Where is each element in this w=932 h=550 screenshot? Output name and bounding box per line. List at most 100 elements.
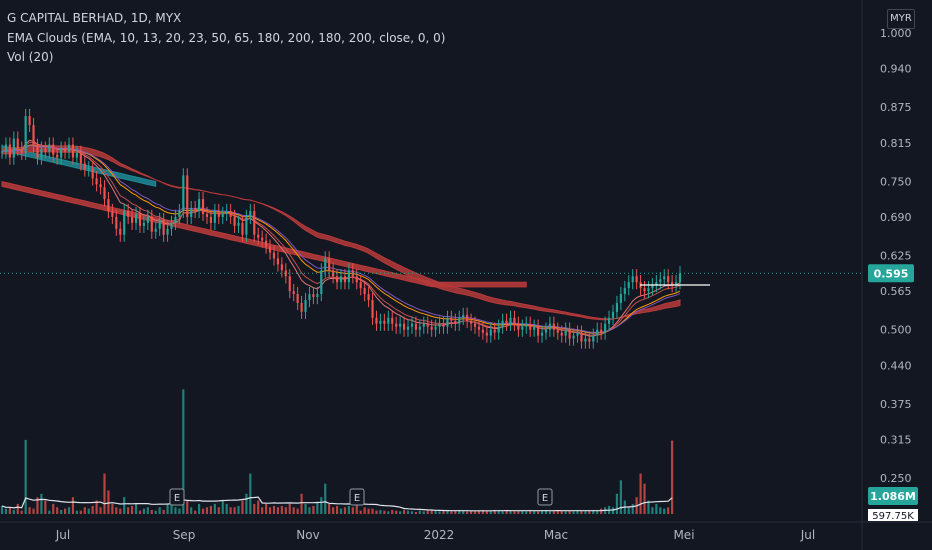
candle-body[interactable] bbox=[619, 294, 622, 303]
volume-bar[interactable] bbox=[79, 510, 82, 514]
volume-bar[interactable] bbox=[501, 511, 504, 514]
candle-body[interactable] bbox=[406, 326, 410, 330]
candle-body[interactable] bbox=[119, 228, 122, 235]
candle-body[interactable] bbox=[667, 276, 670, 283]
candle-body[interactable] bbox=[481, 329, 484, 333]
candle-body[interactable] bbox=[339, 276, 343, 283]
volume-bar[interactable] bbox=[410, 511, 414, 514]
volume-bar[interactable] bbox=[52, 503, 55, 514]
candle-body[interactable] bbox=[466, 314, 469, 321]
candle-body[interactable] bbox=[387, 317, 390, 324]
volume-bar[interactable] bbox=[119, 508, 122, 514]
candle-body[interactable] bbox=[257, 234, 260, 238]
candle-body[interactable] bbox=[414, 323, 417, 330]
volume-bar[interactable] bbox=[525, 511, 528, 514]
candle-body[interactable] bbox=[533, 326, 536, 330]
volume-bar[interactable] bbox=[111, 503, 114, 514]
candle-body[interactable] bbox=[446, 317, 449, 327]
volume-bar[interactable] bbox=[414, 511, 417, 514]
volume-bar[interactable] bbox=[190, 507, 193, 514]
volume-bar[interactable] bbox=[304, 503, 307, 514]
candle-body[interactable] bbox=[8, 144, 11, 158]
candle-body[interactable] bbox=[111, 211, 114, 217]
volume-bar[interactable] bbox=[229, 507, 232, 514]
volume-bar[interactable] bbox=[198, 503, 201, 514]
volume-bar[interactable] bbox=[60, 509, 63, 514]
volume-bar[interactable] bbox=[237, 505, 240, 514]
volume-bar[interactable] bbox=[320, 497, 323, 514]
candle-body[interactable] bbox=[107, 199, 110, 211]
candle-body[interactable] bbox=[600, 329, 603, 333]
volume-bar[interactable] bbox=[28, 507, 31, 514]
candle-body[interactable] bbox=[48, 144, 51, 152]
volume-bar[interactable] bbox=[497, 510, 500, 514]
volume-bar[interactable] bbox=[363, 507, 366, 514]
candle-body[interactable] bbox=[300, 302, 303, 312]
candle-body[interactable] bbox=[40, 148, 43, 158]
volume-bar[interactable] bbox=[379, 509, 382, 514]
candle-body[interactable] bbox=[217, 211, 220, 217]
candle-body[interactable] bbox=[134, 213, 138, 223]
candle-body[interactable] bbox=[367, 294, 370, 300]
volume-bar[interactable] bbox=[564, 511, 567, 514]
candle-body[interactable] bbox=[324, 258, 327, 271]
volume-bar[interactable] bbox=[4, 508, 8, 514]
candle-body[interactable] bbox=[237, 222, 240, 226]
volume-bar[interactable] bbox=[178, 508, 181, 514]
candle-body[interactable] bbox=[154, 228, 157, 232]
volume-bar[interactable] bbox=[63, 508, 67, 514]
volume-bar[interactable] bbox=[44, 500, 47, 514]
candle-body[interactable] bbox=[647, 288, 650, 292]
volume-bar[interactable] bbox=[671, 440, 674, 514]
volume-bar[interactable] bbox=[257, 500, 260, 514]
volume-bar[interactable] bbox=[127, 507, 130, 514]
candle-body[interactable] bbox=[450, 317, 453, 321]
candle-body[interactable] bbox=[651, 285, 654, 289]
volume-bar[interactable] bbox=[631, 503, 634, 514]
candle-body[interactable] bbox=[63, 148, 67, 152]
volume-bar[interactable] bbox=[473, 511, 477, 514]
volume-bar[interactable] bbox=[647, 500, 650, 514]
volume-bar[interactable] bbox=[509, 510, 512, 514]
volume-bar[interactable] bbox=[576, 509, 579, 514]
volume-bar[interactable] bbox=[466, 511, 469, 514]
candle-body[interactable] bbox=[544, 329, 548, 333]
candle-body[interactable] bbox=[91, 168, 94, 179]
candle-body[interactable] bbox=[540, 332, 544, 336]
volume-bar[interactable] bbox=[146, 507, 149, 514]
candle-body[interactable] bbox=[572, 335, 575, 339]
candle-body[interactable] bbox=[355, 276, 358, 283]
legend-title[interactable]: G CAPITAL BERHAD, 1D, MYX bbox=[7, 11, 182, 25]
candle-body[interactable] bbox=[485, 332, 488, 336]
candle-body[interactable] bbox=[611, 311, 615, 318]
volume-bar[interactable] bbox=[458, 509, 461, 514]
volume-bar[interactable] bbox=[611, 507, 615, 514]
volume-bar[interactable] bbox=[36, 497, 39, 514]
candle-body[interactable] bbox=[225, 211, 228, 214]
volume-bar[interactable] bbox=[391, 509, 394, 514]
volume-bar[interactable] bbox=[422, 511, 425, 514]
candle-body[interactable] bbox=[588, 338, 591, 342]
volume-bar[interactable] bbox=[265, 503, 268, 514]
volume-bar[interactable] bbox=[639, 473, 642, 514]
volume-bar[interactable] bbox=[600, 508, 603, 514]
candle-body[interactable] bbox=[170, 222, 173, 229]
legend-volume[interactable]: Vol (20) bbox=[7, 50, 54, 64]
candle-body[interactable] bbox=[316, 294, 319, 298]
candle-body[interactable] bbox=[205, 213, 209, 217]
candle-body[interactable] bbox=[489, 329, 492, 336]
volume-bar[interactable] bbox=[233, 507, 236, 514]
candle-body[interactable] bbox=[87, 168, 90, 170]
volume-bar[interactable] bbox=[48, 510, 51, 514]
volume-bar[interactable] bbox=[332, 507, 335, 514]
candle-body[interactable] bbox=[146, 216, 149, 223]
candle-body[interactable] bbox=[430, 326, 433, 330]
volume-bar[interactable] bbox=[0, 505, 4, 514]
volume-bar[interactable] bbox=[158, 507, 161, 514]
volume-bar[interactable] bbox=[552, 510, 555, 514]
volume-bar[interactable] bbox=[434, 510, 437, 514]
candle-body[interactable] bbox=[308, 294, 311, 300]
candle-body[interactable] bbox=[276, 258, 280, 265]
candle-body[interactable] bbox=[52, 144, 55, 155]
volume-bar[interactable] bbox=[351, 507, 354, 514]
